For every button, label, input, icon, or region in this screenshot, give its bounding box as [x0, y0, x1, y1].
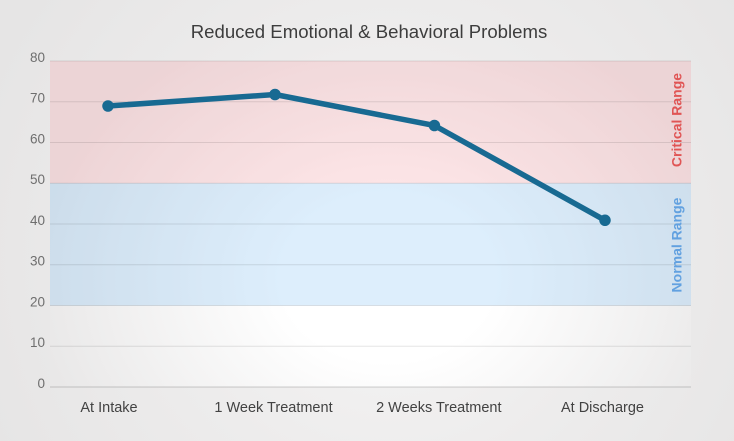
svg-text:60: 60 — [30, 131, 45, 146]
svg-text:1 Week Treatment: 1 Week Treatment — [214, 400, 332, 416]
svg-text:At Intake: At Intake — [80, 400, 137, 416]
svg-text:At Discharge: At Discharge — [561, 400, 644, 416]
svg-text:Reduced Emotional & Behavioral: Reduced Emotional & Behavioral Problems — [191, 21, 548, 42]
svg-text:40: 40 — [30, 213, 45, 228]
svg-text:50: 50 — [30, 172, 45, 187]
svg-text:Critical Range: Critical Range — [669, 73, 685, 167]
svg-text:2 Weeks Treatment: 2 Weeks Treatment — [376, 400, 501, 416]
svg-text:Normal Range: Normal Range — [669, 197, 685, 292]
svg-text:0: 0 — [37, 376, 45, 391]
svg-text:10: 10 — [30, 335, 45, 350]
svg-text:20: 20 — [30, 294, 45, 309]
svg-text:80: 80 — [30, 50, 45, 65]
svg-text:30: 30 — [30, 254, 45, 269]
svg-text:70: 70 — [30, 91, 45, 106]
